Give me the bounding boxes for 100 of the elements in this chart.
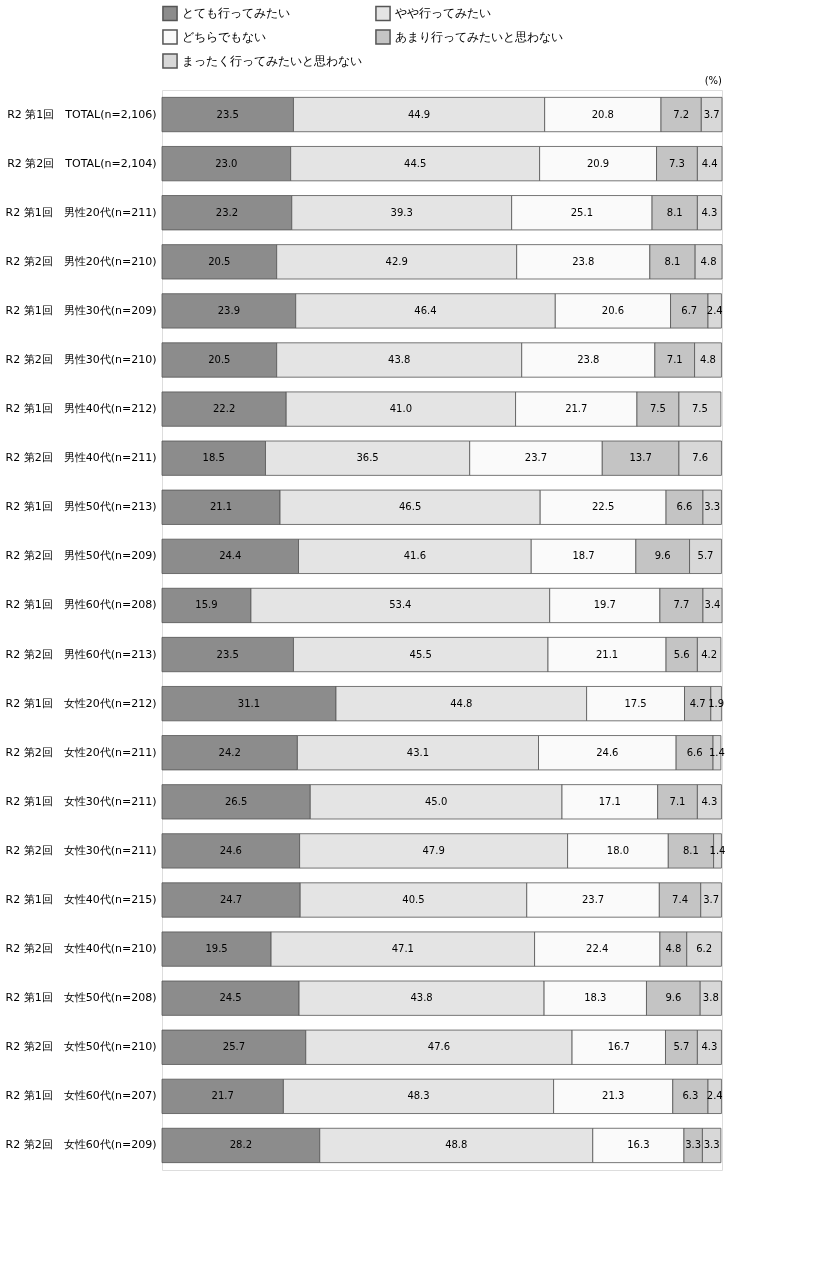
data-label: 53.4 (389, 599, 412, 611)
data-label: 21.1 (209, 501, 233, 513)
y-tick-label: R2 第1回 男性60代(n=208) (5, 598, 157, 612)
data-label: 21.7 (565, 403, 588, 415)
data-label: 15.9 (195, 599, 218, 611)
y-tick-label: R2 第1回 女性30代(n=211) (5, 794, 157, 808)
text: (%) (704, 75, 723, 86)
data-label: 36.5 (356, 452, 379, 464)
data-label: 46.4 (414, 304, 437, 316)
data-label: 8.1 (664, 255, 681, 267)
data-label: 18.7 (572, 550, 595, 562)
data-label: 6.7 (681, 304, 698, 316)
data-label: 20.6 (601, 304, 625, 316)
data-label: 23.7 (581, 894, 605, 905)
data-label: 18.0 (606, 844, 630, 856)
data-label: 4.4 (701, 157, 718, 169)
data-label: 7.3 (669, 157, 685, 169)
data-label: 7.1 (666, 354, 683, 365)
data-label: 6.3 (682, 1090, 699, 1102)
y-tick-label: R2 第2回 男性40代(n=211) (5, 451, 157, 465)
data-label: 23.5 (216, 648, 239, 660)
data-label: 18.3 (584, 992, 607, 1004)
data-label: 4.3 (701, 206, 718, 218)
y-tick-label: R2 第2回 女性30代(n=211) (5, 843, 157, 857)
data-label: 23.2 (215, 206, 239, 218)
data-label: 4.8 (665, 943, 682, 955)
data-label: 7.7 (673, 599, 690, 611)
y-tick-label: R2 第2回 女性50代(n=210) (5, 1040, 157, 1054)
data-label: 25.1 (570, 206, 593, 218)
data-label: 9.6 (654, 550, 671, 562)
data-label: 4.7 (689, 697, 706, 709)
data-label: 31.1 (237, 697, 261, 709)
data-label: 23.0 (215, 157, 238, 169)
data-label: 44.5 (404, 157, 427, 169)
data-label: 41.0 (389, 403, 413, 415)
y-tick-label: R2 第1回 女性40代(n=215) (5, 893, 157, 906)
data-label: 16.3 (627, 1139, 650, 1151)
data-label: 2.4 (706, 304, 723, 316)
data-label: 9.6 (665, 992, 682, 1004)
y-tick-label: R2 第2回 男性30代(n=210) (5, 353, 157, 366)
data-label: 24.7 (219, 894, 243, 905)
data-label: 41.6 (403, 550, 426, 562)
data-label: 4.8 (700, 354, 716, 365)
data-label: 42.9 (385, 255, 408, 267)
data-label: 22.4 (586, 943, 609, 955)
data-label: 48.3 (407, 1090, 430, 1102)
data-label: 3.3 (685, 1139, 702, 1151)
data-label: 5.7 (697, 550, 714, 562)
data-label: 7.5 (649, 403, 666, 415)
data-label: 43.8 (388, 354, 411, 365)
data-label: 3.7 (703, 894, 720, 905)
y-tick-label: R2 第1回 女性20代(n=212) (5, 696, 157, 710)
data-label: 8.1 (666, 206, 683, 218)
y-tick-label: R2 第2回 TOTAL(n=2,104) (7, 156, 157, 170)
y-tick-label: R2 第1回 女性50代(n=208) (5, 991, 157, 1005)
data-label: 4.2 (701, 648, 718, 660)
data-label: 6.6 (686, 746, 703, 758)
data-label: 22.2 (212, 403, 236, 415)
data-label: 18.5 (202, 452, 225, 464)
data-label: 7.2 (673, 108, 690, 120)
legend-label: どちらでもない (182, 30, 266, 44)
data-label: 8.1 (683, 844, 699, 856)
data-label: 1.4 (709, 746, 725, 758)
data-label: 20.5 (208, 354, 231, 365)
data-label: 19.5 (205, 943, 228, 955)
data-label: 7.6 (692, 452, 709, 464)
data-label: 22.5 (591, 501, 615, 513)
data-label: 24.6 (219, 844, 242, 856)
data-label: 3.3 (703, 1139, 720, 1151)
data-label: 17.1 (598, 795, 621, 807)
data-label: 3.4 (704, 599, 721, 611)
data-label: 4.3 (701, 1041, 718, 1053)
legend-label: あまり行ってみたいと思わない (395, 30, 563, 44)
data-label: 26.5 (224, 795, 248, 807)
data-label: 6.2 (696, 943, 713, 955)
legend-label: やや行ってみたい (395, 6, 491, 21)
data-label: 16.7 (607, 1041, 630, 1053)
data-label: 48.8 (445, 1139, 468, 1151)
data-label: 3.3 (704, 501, 721, 513)
data-label: 23.5 (216, 108, 239, 120)
data-label: 5.6 (673, 648, 690, 660)
data-label: 40.5 (402, 894, 425, 905)
data-label: 1.4 (709, 844, 726, 856)
data-label: 46.5 (398, 501, 422, 513)
data-label: 20.8 (591, 108, 614, 120)
data-label: 21.3 (602, 1090, 625, 1102)
y-tick-label: R2 第1回 男性50代(n=213) (5, 500, 157, 514)
y-tick-label: R2 第1回 男性40代(n=212) (5, 402, 157, 416)
data-label: 24.4 (219, 550, 242, 562)
data-label: 24.5 (219, 992, 242, 1004)
data-label: 3.8 (702, 992, 719, 1004)
data-label: 23.8 (572, 255, 595, 267)
data-label: 4.8 (700, 255, 717, 267)
data-label: 4.3 (701, 795, 718, 807)
data-label: 25.7 (222, 1041, 246, 1053)
y-tick-label: R2 第2回 男性60代(n=213) (5, 647, 157, 661)
legend-label: とても行ってみたい (182, 6, 290, 21)
data-label: 7.5 (691, 403, 708, 415)
y-tick-label: R2 第1回 女性60代(n=207) (5, 1089, 157, 1103)
data-label: 3.7 (703, 108, 720, 120)
